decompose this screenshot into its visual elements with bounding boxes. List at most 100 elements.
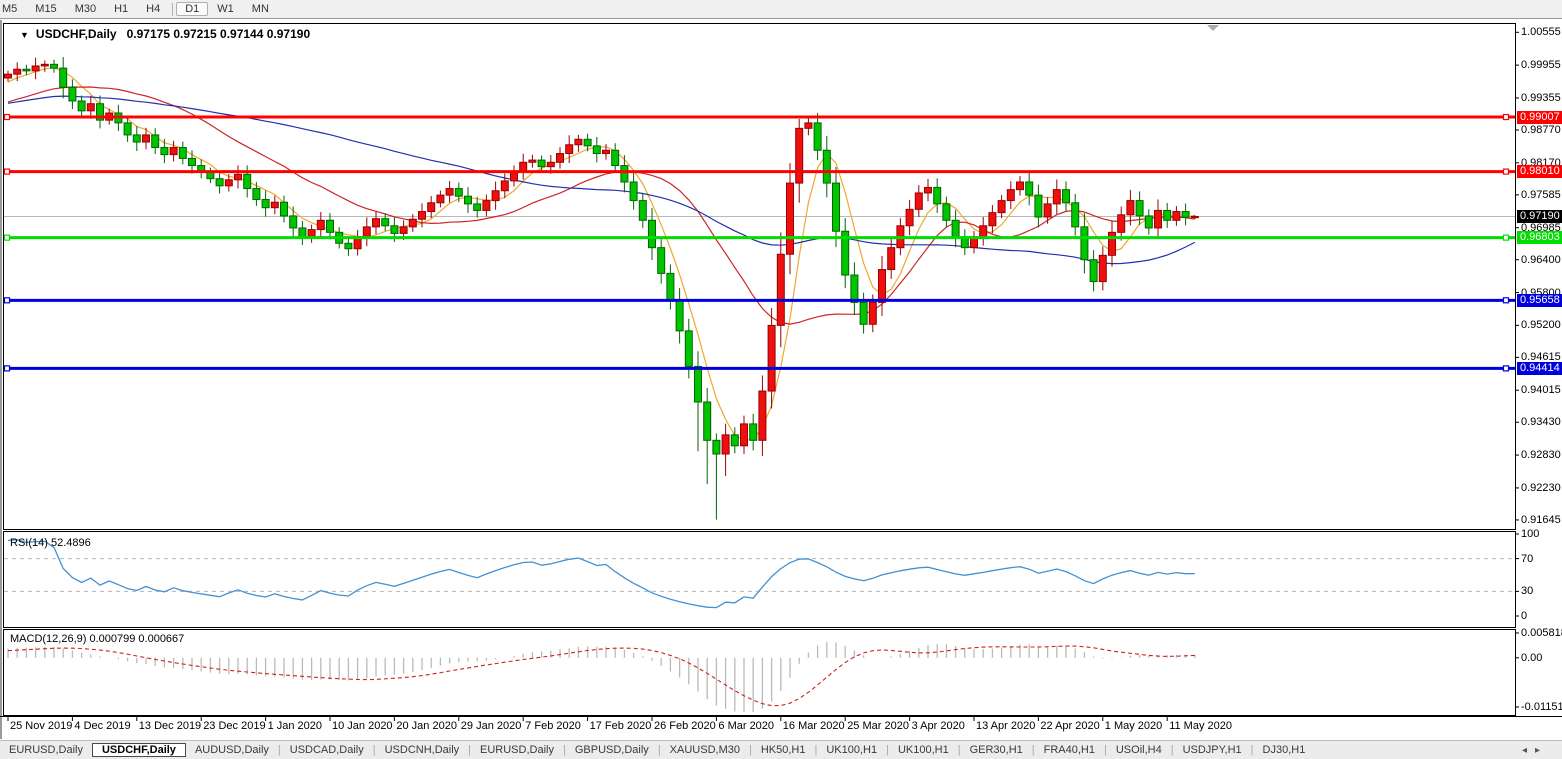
price-tick-label: 0.94615 (1521, 351, 1561, 364)
date-tick-label: 17 Feb 2020 (589, 720, 652, 732)
resistance-line-0.99007[interactable] (3, 113, 1515, 121)
rsi-panel (4, 539, 1515, 609)
date-tick-label: 16 Mar 2020 (782, 720, 845, 732)
tab-separator: | (657, 744, 661, 756)
chart-title: ▼ USDCHF,Daily 0.97175 0.97215 0.97144 0.9… (20, 27, 310, 41)
date-tick-label: 25 Mar 2020 (847, 720, 909, 732)
date-tick-label: 1 Jan 2020 (267, 720, 323, 732)
rsi-indicator-label: RSI(14) 52.4896 (10, 537, 91, 549)
chart-tab-USDCHF-Daily[interactable]: USDCHF,Daily (91, 743, 186, 757)
tabs-scroll-right-icon[interactable]: ▸ (1534, 744, 1548, 756)
chart-tab-EURUSD-Daily[interactable]: EURUSD,Daily (9, 744, 83, 756)
chart-tab-UK100-H1[interactable]: UK100,H1 (826, 744, 878, 756)
chart-tab-XAUUSD-M30[interactable]: XAUUSD,M30 (669, 744, 740, 756)
price-tick-label: 0.97585 (1521, 188, 1561, 201)
support-line-0.96803[interactable] (3, 234, 1515, 241)
ma-slow-line (7, 95, 1196, 265)
rsi-tick-label: 30 (1521, 585, 1534, 598)
timeframe-button-M30[interactable]: M30 (74, 3, 97, 15)
rsi-line (7, 539, 1195, 609)
timeframe-button-W1[interactable]: W1 (217, 3, 234, 15)
date-tick-label: 4 Dec 2019 (74, 720, 131, 732)
current-price-badge: 0.97190 (1517, 209, 1562, 223)
tab-separator: | (886, 744, 889, 756)
price-level-badge: 0.95658 (1517, 293, 1562, 307)
toolbar-separator (172, 2, 174, 16)
tabs-scroll-left-icon[interactable]: ◂ (1521, 744, 1535, 756)
tab-separator: | (1250, 744, 1254, 756)
chart-shift-marker (1207, 25, 1219, 31)
tab-separator: | (814, 744, 818, 756)
tab-separator: | (1104, 744, 1107, 756)
chart-tabs-bar: EURUSD,Daily USDCHF,Daily AUDUSD,Daily | USD… (0, 740, 1562, 759)
macd-indicator-label: MACD(12,26,9) 0.000799 0.000667 (10, 633, 185, 645)
chart-tab-HK50-H1[interactable]: HK50,H1 (760, 744, 806, 756)
price-tick-label: 1.00555 (1521, 26, 1561, 39)
tab-separator: | (1170, 744, 1174, 756)
price-tick-label: 0.94015 (1521, 384, 1561, 397)
date-tick-label: 23 Dec 2019 (203, 720, 266, 732)
resistance-line-0.98010[interactable] (3, 168, 1515, 175)
timeframe-button-MN[interactable]: MN (251, 3, 269, 15)
timeframe-button-H1[interactable]: H1 (114, 3, 129, 15)
date-tick-label: 13 Dec 2019 (138, 720, 202, 732)
tab-separator: | (277, 744, 281, 756)
chart-tab-UK100-H1[interactable]: UK100,H1 (897, 744, 949, 756)
chart-tab-GBPUSD-Daily[interactable]: GBPUSD,Daily (574, 744, 649, 756)
candles-layer (4, 57, 1199, 520)
chart-tab-USDCAD-Daily[interactable]: USDCAD,Daily (289, 744, 364, 756)
date-tick-label: 25 Nov 2019 (10, 720, 73, 732)
chart-tab-USDCNH-Daily[interactable]: USDCNH,Daily (384, 744, 460, 756)
timeframe-button-M5[interactable]: M5 (2, 3, 18, 15)
chart-tab-EURUSD-Daily[interactable]: EURUSD,Daily (480, 744, 554, 756)
tabs-scroll-buttons: ◂▸ (1522, 745, 1562, 756)
chart-tab-USDJPY-H1[interactable]: USDJPY,H1 (1182, 744, 1242, 756)
date-tick-label: 6 Mar 2020 (718, 720, 775, 732)
macd-tick-label: 0.00 (1521, 651, 1543, 664)
timeframe-button-M15[interactable]: M15 (35, 3, 57, 15)
date-tick-label: 11 May 2020 (1169, 720, 1232, 732)
macd-panel (7, 642, 1196, 713)
support-line-0.95658[interactable] (3, 297, 1515, 304)
date-tick-label: 26 Feb 2020 (654, 720, 716, 732)
chart-tab-DJ30-H1[interactable]: DJ30,H1 (1262, 744, 1306, 756)
ma-mid-line (7, 86, 1195, 325)
timeframe-button-H4[interactable]: H4 (146, 3, 161, 15)
tab-separator: | (1031, 744, 1035, 756)
date-tick-label: 22 Apr 2020 (1040, 720, 1100, 732)
rsi-tick-label: 100 (1521, 528, 1540, 540)
tab-separator: | (562, 744, 566, 756)
symbol-dropdown-icon[interactable]: ▼ (20, 30, 29, 40)
macd-tick-label: -0.011514 (1521, 700, 1562, 713)
ma-fast-line (7, 67, 1195, 441)
macd-signal-line (7, 645, 1195, 707)
chart-tab-AUDUSD-Daily[interactable]: AUDUSD,Daily (194, 744, 269, 756)
rsi-tick-label: 70 (1521, 552, 1534, 565)
timeframe-button-D1[interactable]: D1 (176, 2, 209, 16)
macd-tick-label: 0.005818 (1521, 626, 1562, 639)
date-tick-label: 3 Apr 2020 (911, 720, 965, 732)
price-level-badge: 0.98010 (1517, 165, 1562, 179)
date-tick-label: 1 May 2020 (1104, 720, 1163, 732)
tab-separator: | (957, 744, 961, 756)
axis-ticks (7, 31, 1519, 721)
date-tick-label: 20 Jan 2020 (396, 720, 457, 732)
tab-separator: | (468, 744, 472, 756)
chart-tab-USOil-H4[interactable]: USOil,H4 (1115, 744, 1162, 756)
price-tick-label: 0.98770 (1521, 123, 1561, 136)
chart-tab-GER30-H1[interactable]: GER30,H1 (969, 744, 1023, 756)
chart-symbol: USDCHF,Daily (35, 27, 117, 41)
chart-ohlc-values: 0.97175 0.97215 0.97144 0.97190 (126, 27, 311, 41)
price-level-badge: 0.99007 (1517, 110, 1562, 124)
support-line-0.94414[interactable] (3, 365, 1515, 372)
date-tick-label: 13 Apr 2020 (976, 720, 1036, 732)
tab-separator: | (372, 744, 376, 756)
price-tick-label: 0.99955 (1521, 59, 1561, 72)
chart-tab-FRA40-H1[interactable]: FRA40,H1 (1043, 744, 1095, 756)
price-level-badge: 0.96803 (1517, 231, 1562, 245)
price-tick-label: 0.95200 (1521, 319, 1561, 332)
price-tick-label: 0.93430 (1521, 416, 1561, 429)
date-tick-label: 10 Jan 2020 (332, 720, 393, 732)
